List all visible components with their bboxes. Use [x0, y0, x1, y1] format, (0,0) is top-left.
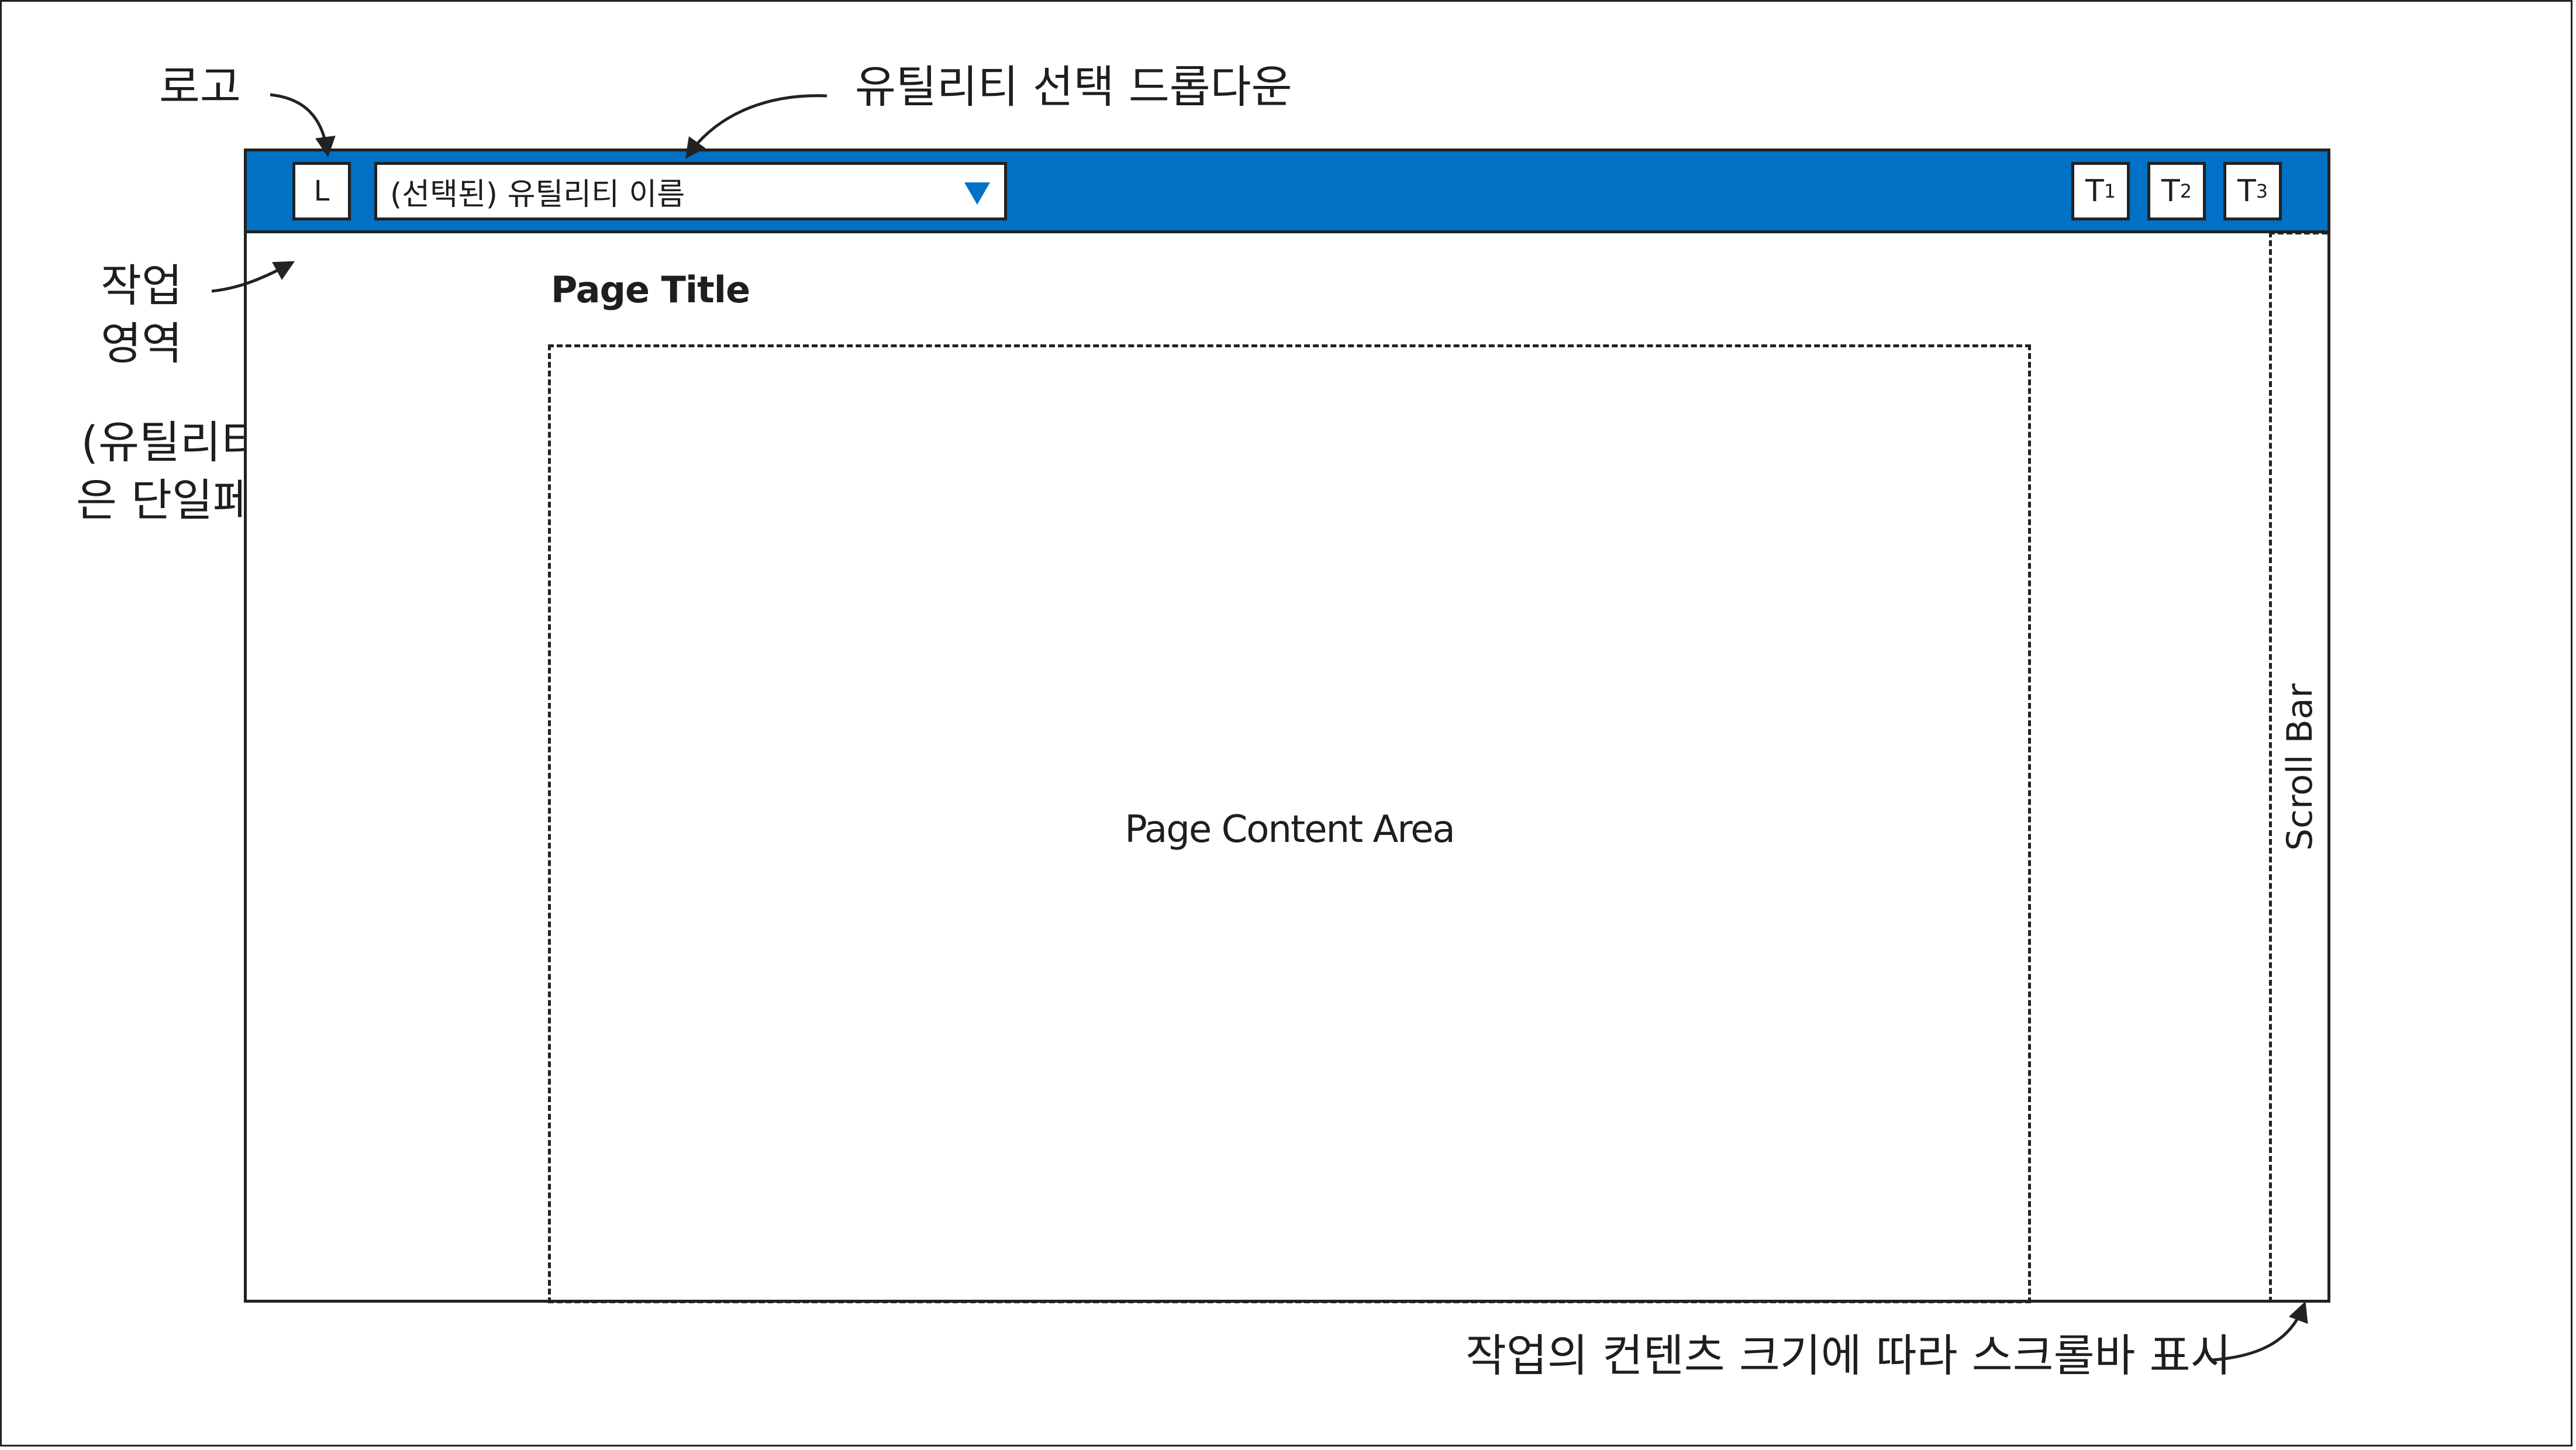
dropdown-selected-value: (선택된) 유틸리티 이름: [390, 177, 685, 212]
tool-button-label: T: [2161, 174, 2180, 209]
tool-button-subscript: 3: [2256, 180, 2268, 202]
dropdown-annotation: 유틸리티 선택 드롭다운: [855, 61, 1292, 113]
logo-button[interactable]: L: [292, 162, 351, 220]
tool-button-label: T: [2085, 174, 2104, 209]
workspace-annotation-line1: 작업: [101, 260, 182, 312]
tool-button-subscript: 2: [2180, 180, 2192, 202]
logo-arrow: [270, 93, 336, 157]
logo-label: L: [313, 175, 330, 208]
dropdown-arrow: [685, 94, 827, 159]
dropdown-arrow-icon: [964, 182, 990, 205]
workspace-arrow: [211, 261, 295, 293]
page-content-area: Page Content Area: [548, 344, 2031, 1303]
workspace-annotation: 작업 영역: [98, 257, 185, 373]
scrollbar-arrow: [2212, 1301, 2308, 1362]
page-title: Page Title: [551, 268, 750, 311]
utility-select-dropdown[interactable]: (선택된) 유틸리티 이름: [374, 162, 1007, 220]
tool-button-subscript: 1: [2103, 180, 2116, 202]
page-content-label: Page Content Area: [1125, 808, 1455, 851]
workspace-annotation-line2: 영역: [101, 317, 182, 370]
tool-button-label: T: [2237, 174, 2256, 209]
logo-annotation: 로고: [159, 61, 241, 113]
scrollbar-annotation: 작업의 컨텐츠 크기에 따라 스크롤바 표시: [1465, 1330, 2232, 1382]
